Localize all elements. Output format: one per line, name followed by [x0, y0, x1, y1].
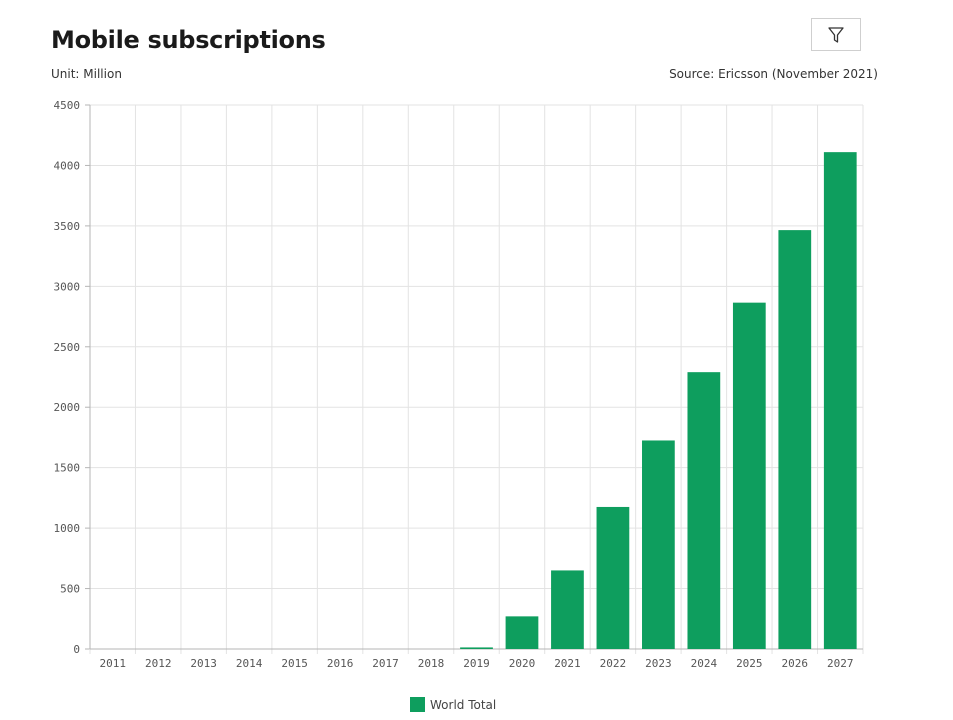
- bar-2025: [732, 302, 766, 649]
- x-tick-label: 2020: [509, 657, 536, 670]
- y-tick-label: 4000: [54, 159, 81, 172]
- y-tick-label: 3000: [54, 280, 81, 293]
- x-tick-label: 2023: [645, 657, 672, 670]
- x-tick-label: 2014: [236, 657, 263, 670]
- y-tick-label: 2500: [54, 341, 81, 354]
- x-tick-label: 2018: [418, 657, 445, 670]
- legend-swatch: [410, 697, 425, 712]
- x-tick-label: 2019: [463, 657, 490, 670]
- filter-button[interactable]: [811, 18, 861, 51]
- filter-icon: [828, 26, 844, 43]
- bar-chart: 0 500 1000 1500 2000 2500 3000 3500 4000 4500 2011…: [54, 99, 864, 670]
- x-tick-label: 2016: [327, 657, 354, 670]
- x-tick-label: 2022: [600, 657, 627, 670]
- bar-2024: [687, 372, 721, 649]
- legend-item-world-total[interactable]: World Total: [410, 697, 496, 712]
- x-tick-label: 2012: [145, 657, 172, 670]
- y-tick-label: 2000: [54, 401, 81, 414]
- source-label: Source: Ericsson (November 2021): [669, 67, 878, 81]
- x-tick-label: 2015: [281, 657, 308, 670]
- y-tick-label: 3500: [54, 220, 81, 233]
- bar-2027: [823, 152, 857, 649]
- x-tick-label: 2013: [190, 657, 217, 670]
- y-tick-label: 4500: [54, 99, 81, 112]
- x-tick-label: 2021: [554, 657, 581, 670]
- x-tick-label: 2024: [691, 657, 718, 670]
- y-tick-label: 0: [73, 643, 80, 656]
- bar-2021: [551, 570, 584, 649]
- x-tick-label: 2025: [736, 657, 763, 670]
- chart-title: Mobile subscriptions: [51, 26, 326, 54]
- bar-2022: [596, 506, 630, 649]
- bar-2026: [778, 230, 812, 649]
- x-tick-label: 2017: [372, 657, 399, 670]
- legend-label: World Total: [430, 697, 497, 712]
- y-tick-label: 500: [60, 583, 80, 596]
- bar-2019: [460, 647, 493, 649]
- y-tick-label: 1000: [54, 522, 81, 535]
- bar-2023: [642, 440, 675, 649]
- x-tick-label: 2011: [99, 657, 126, 670]
- x-tick-label: 2026: [782, 657, 809, 670]
- unit-label: Unit: Million: [51, 67, 122, 81]
- y-tick-label: 1500: [54, 462, 81, 475]
- x-tick-label: 2027: [827, 657, 854, 670]
- bar-2020: [505, 616, 539, 649]
